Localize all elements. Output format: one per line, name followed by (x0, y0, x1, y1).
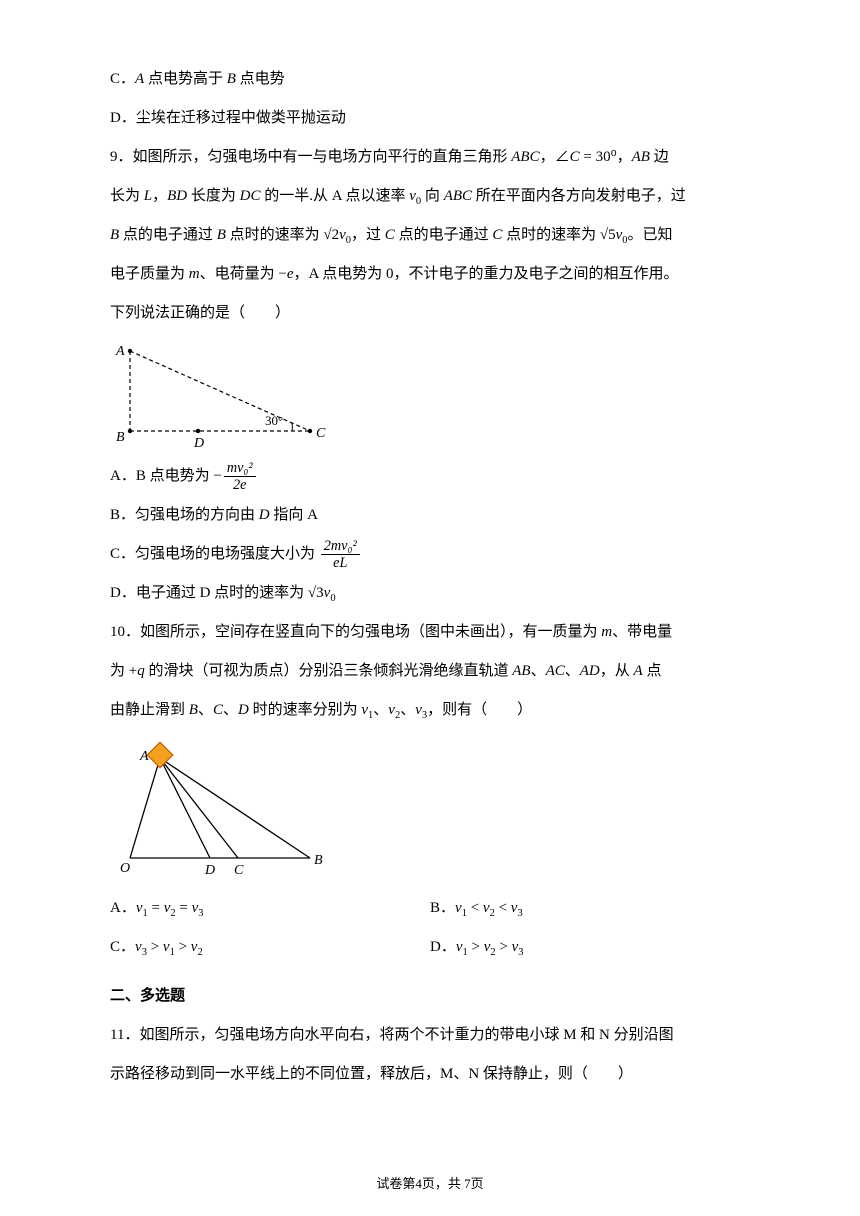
svg-text:B: B (116, 430, 125, 445)
svg-text:D: D (204, 863, 215, 878)
q10-figure: A O D C B (110, 738, 750, 883)
svg-text:C: C (234, 863, 244, 878)
q11-stem-l1: 11．如图所示，匀强电场方向水平向右，将两个不计重力的带电小球 M 和 N 分别… (110, 1016, 750, 1055)
q9-option-a: A．B 点电势为 −mv₀²2e (110, 457, 750, 496)
page-footer: 试卷第4页，共 7页 (0, 1177, 860, 1190)
svg-text:B: B (314, 853, 323, 868)
q10-stem-l3: 由静止滑到 B、C、D 时的速率分别为 v1、v2、v3，则有（ ） (110, 691, 750, 730)
q10-option-b: B．v1 < v2 < v3 (430, 900, 523, 916)
q10-options-row1: A．v1 = v2 = v3 B．v1 < v2 < v3 (110, 889, 750, 928)
svg-text:A: A (139, 749, 149, 764)
q10-option-a: A．v1 = v2 = v3 (110, 900, 204, 916)
q9-stem-l1: 9．如图所示，匀强电场中有一与电场方向平行的直角三角形 ABC，∠C = 30⁰… (110, 138, 750, 177)
q10-option-c: C．v3 > v1 > v2 (110, 939, 203, 955)
q9-stem-l5: 下列说法正确的是（ ） (110, 294, 750, 333)
q9-stem-l2: 长为 L，BD 长度为 DC 的一半.从 A 点以速率 v0 向 ABC 所在平… (110, 177, 750, 216)
q9-stem-l3: B 点的电子通过 B 点时的速率为 √2v0，过 C 点的电子通过 C 点时的速… (110, 216, 750, 255)
angle-label: 30° (265, 413, 283, 428)
q10-stem-l1: 10．如图所示，空间存在竖直向下的匀强电场（图中未画出），有一质量为 m、带电量 (110, 613, 750, 652)
q10-option-d: D．v1 > v2 > v3 (430, 939, 524, 955)
svg-text:O: O (120, 861, 130, 876)
q10-stem-l2: 为 +q 的滑块（可视为质点）分别沿三条倾斜光滑绝缘直轨道 AB、AC、AD，从… (110, 652, 750, 691)
prev-option-d: D．尘埃在迁移过程中做类平抛运动 (110, 99, 750, 138)
section-2-heading: 二、多选题 (110, 977, 750, 1016)
svg-text:D: D (193, 436, 204, 451)
svg-text:A: A (115, 344, 125, 359)
q9-stem-l4: 电子质量为 m、电荷量为 −e，A 点电势为 0，不计电子的重力及电子之间的相互… (110, 255, 750, 294)
q10-options-row2: C．v3 > v1 > v2 D．v1 > v2 > v3 (110, 928, 750, 967)
q9-option-b: B．匀强电场的方向由 D 指向 A (110, 496, 750, 535)
prev-option-c: C．A 点电势高于 B 点电势 (110, 60, 750, 99)
q9-option-c: C．匀强电场的电场强度大小为 2mv₀²eL (110, 535, 750, 574)
q9-option-d: D．电子通过 D 点时的速率为 √3v0 (110, 574, 750, 613)
svg-text:C: C (316, 426, 326, 441)
q11-stem-l2: 示路径移动到同一水平线上的不同位置，释放后，M、N 保持静止，则（ ） (110, 1055, 750, 1094)
q9-figure: 30° A B D C (110, 341, 750, 451)
